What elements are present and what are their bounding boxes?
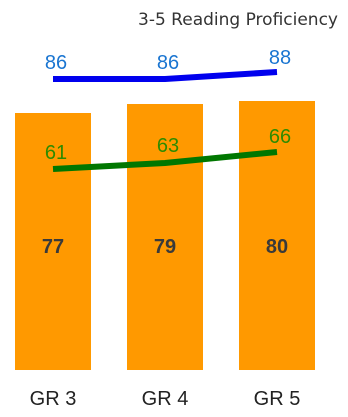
series-2-data-label: 63 xyxy=(157,135,179,157)
lines-layer xyxy=(52,69,278,172)
bar-gr-4 xyxy=(127,104,203,370)
series-line-1 xyxy=(53,69,278,82)
bar-value-label: 77 xyxy=(42,236,64,258)
chart-title: 3-5 Reading Proficiency xyxy=(138,10,338,30)
series-line-2 xyxy=(52,149,278,172)
series-1-data-label: 88 xyxy=(269,47,291,69)
x-tick-label: GR 3 xyxy=(30,388,77,410)
x-tick-label: GR 5 xyxy=(254,388,301,410)
categories-layer: GR 3 GR 4 GR 5 xyxy=(30,388,301,410)
x-tick-label: GR 4 xyxy=(142,388,189,410)
series-1-data-label: 86 xyxy=(45,52,67,74)
bar-gr-3 xyxy=(15,113,91,370)
bar-gr-5 xyxy=(239,101,315,370)
bar-value-label: 80 xyxy=(266,236,288,258)
series-1-data-label: 86 xyxy=(157,52,179,74)
bar-value-label: 79 xyxy=(154,236,176,258)
series-2-data-label: 61 xyxy=(45,142,67,164)
labels-layer: 77 79 80 86 86 88 61 63 66 xyxy=(42,47,291,258)
bars-layer xyxy=(15,101,315,370)
series-2-data-label: 66 xyxy=(269,126,291,148)
